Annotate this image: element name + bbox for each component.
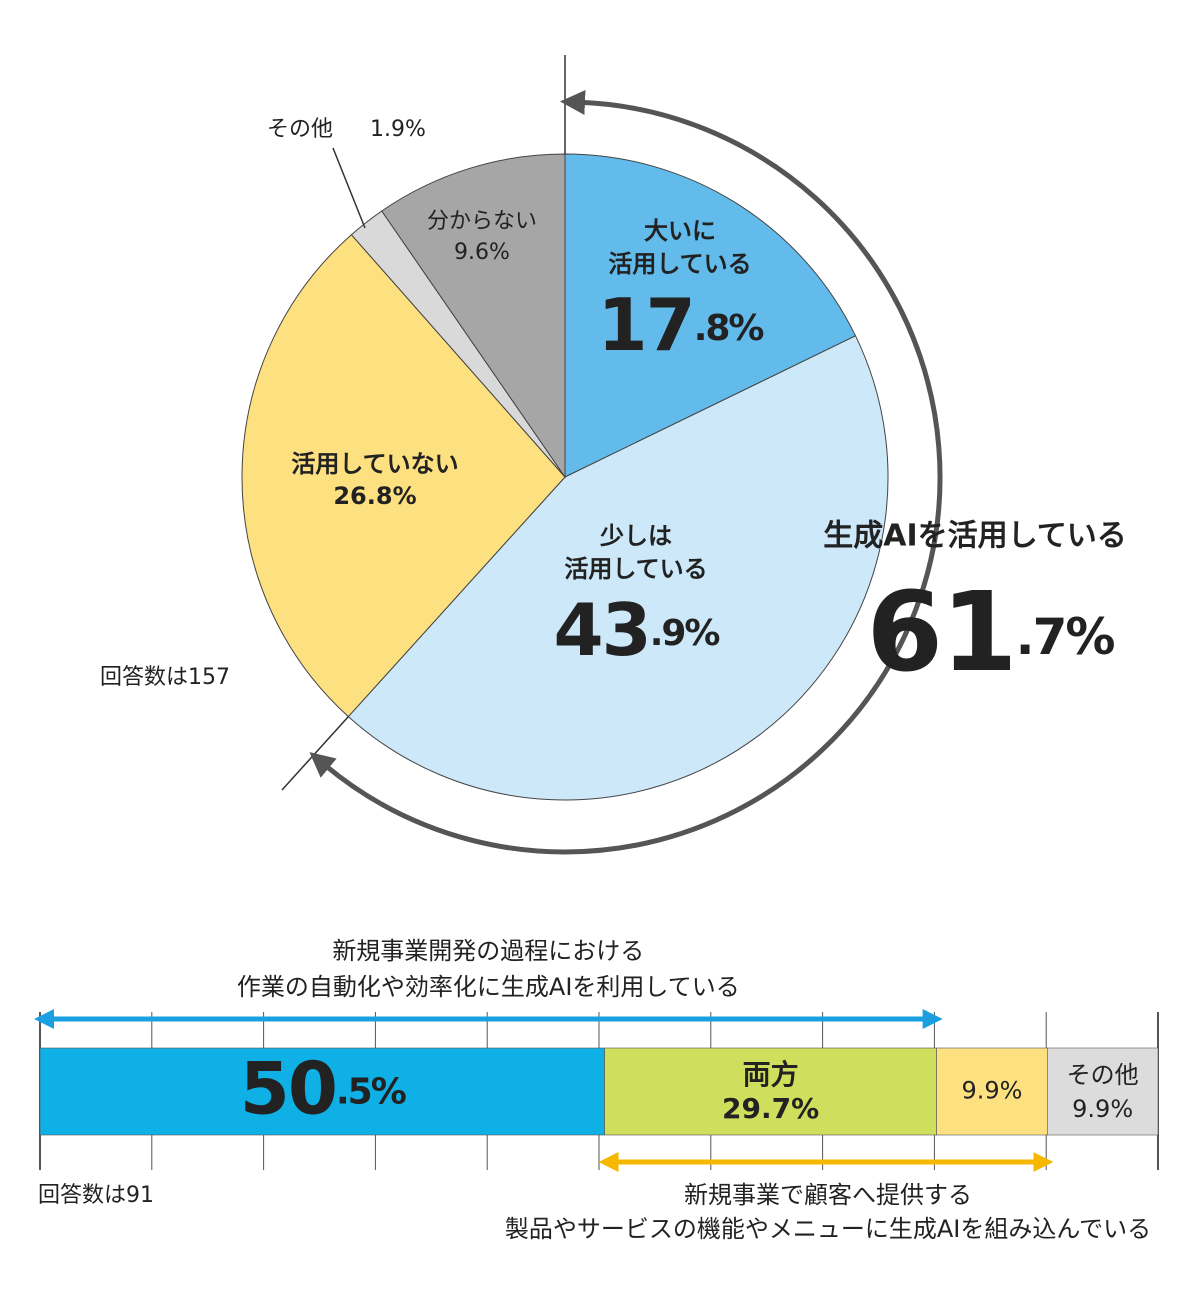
- bar-value: 50.5%: [240, 1046, 406, 1130]
- slice-label: 分からない: [427, 209, 537, 234]
- slice-label: 少しは: [599, 522, 672, 550]
- annotation-value: 61.7%: [867, 568, 1115, 696]
- bar-segment: [936, 1047, 1048, 1136]
- segment-name: その他: [1067, 1061, 1139, 1089]
- pie-slice: [564, 153, 857, 478]
- annotation: 新規事業開発の過程における: [332, 937, 644, 965]
- bar-segment: [604, 1047, 937, 1136]
- divider: [281, 716, 349, 791]
- note: 回答数は157: [100, 665, 230, 690]
- bar-segment: [1047, 1047, 1159, 1136]
- annotation: 作業の自動化や効率化に生成AIを利用している: [237, 973, 740, 1001]
- slice-label: その他: [267, 117, 333, 142]
- slice-label: 活用していない: [291, 450, 458, 478]
- bracket-arrow: [309, 90, 943, 855]
- segment-name: 両方: [743, 1058, 799, 1091]
- bar-value: 9.9%: [1072, 1095, 1133, 1123]
- slice-label: 大いに: [644, 217, 716, 245]
- slice-value: 17.8%: [598, 283, 764, 367]
- slice-label: 活用している: [608, 250, 751, 278]
- annotation: 製品やサービスの機能やメニューに生成AIを組み込んでいる: [505, 1215, 1151, 1243]
- annotation: 生成AIを活用している: [823, 519, 1126, 554]
- slice-value: 26.8%: [333, 482, 416, 510]
- note: 回答数は91: [38, 1183, 154, 1208]
- slice-value: 9.6%: [454, 240, 510, 265]
- bar-value: 29.7%: [722, 1092, 819, 1125]
- bar-value: 9.9%: [961, 1077, 1022, 1105]
- slice-label: 活用している: [564, 555, 707, 583]
- leader-line: [332, 147, 366, 229]
- slice-value: 1.9%: [370, 117, 426, 142]
- annotation: 新規事業で顧客へ提供する: [684, 1181, 972, 1209]
- bar-segment: [39, 1047, 605, 1136]
